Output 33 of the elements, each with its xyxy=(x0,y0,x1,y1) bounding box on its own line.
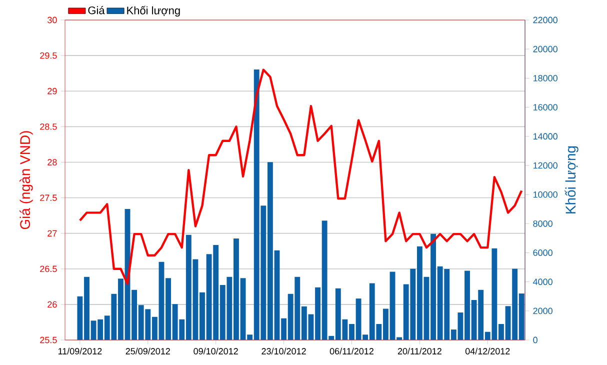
y-tick-label: 28 xyxy=(48,159,57,166)
y2-tick-label: 2000 xyxy=(533,308,552,314)
y-tick-label: 28.5 xyxy=(40,123,57,130)
y-tick-label: 30 xyxy=(48,16,57,24)
legend-label: Khối lượng xyxy=(127,6,180,17)
x-tick-label: 20/11/2012 xyxy=(398,348,442,354)
x-tick-label: 06/11/2012 xyxy=(330,348,374,354)
legend-label: Giá xyxy=(88,6,105,14)
y-tick-label: 25.5 xyxy=(40,336,57,344)
y2-tick-label: 6000 xyxy=(533,250,552,256)
y2-tick-label: 0 xyxy=(533,336,538,344)
y2-tick-label: 14000 xyxy=(534,133,558,140)
y-tick-label: 26 xyxy=(48,301,57,308)
x-tick-label: 11/09/2012 xyxy=(58,348,102,354)
y2-tick-label: 10000 xyxy=(534,191,558,198)
y-tick-label: 26.5 xyxy=(40,266,57,272)
y-tick-label: 29.5 xyxy=(40,52,57,59)
y2-tick-label: 18000 xyxy=(534,74,558,82)
y-tick-label: 27 xyxy=(48,230,57,236)
y2-tick-label: 20000 xyxy=(533,46,558,52)
y-axis-title: Giá (ngàn VND) xyxy=(20,131,33,230)
y-tick-label: 27.5 xyxy=(40,194,57,201)
y2-axis-title: Khối lượng xyxy=(564,146,578,214)
y-tick-label: 29 xyxy=(48,88,57,94)
y2-tick-label: 22000 xyxy=(533,16,558,24)
y2-tick-label: 8000 xyxy=(533,220,552,227)
x-tick-label: 23/10/2012 xyxy=(262,348,306,354)
y2-tick-label: 4000 xyxy=(533,278,552,286)
y2-tick-label: 12000 xyxy=(534,162,558,169)
x-tick-label: 04/12/2012 xyxy=(465,348,510,354)
x-tick-label: 09/10/2012 xyxy=(194,348,238,354)
y2-tick-label: 16000 xyxy=(534,104,558,110)
x-tick-label: 25/09/2012 xyxy=(126,348,170,354)
